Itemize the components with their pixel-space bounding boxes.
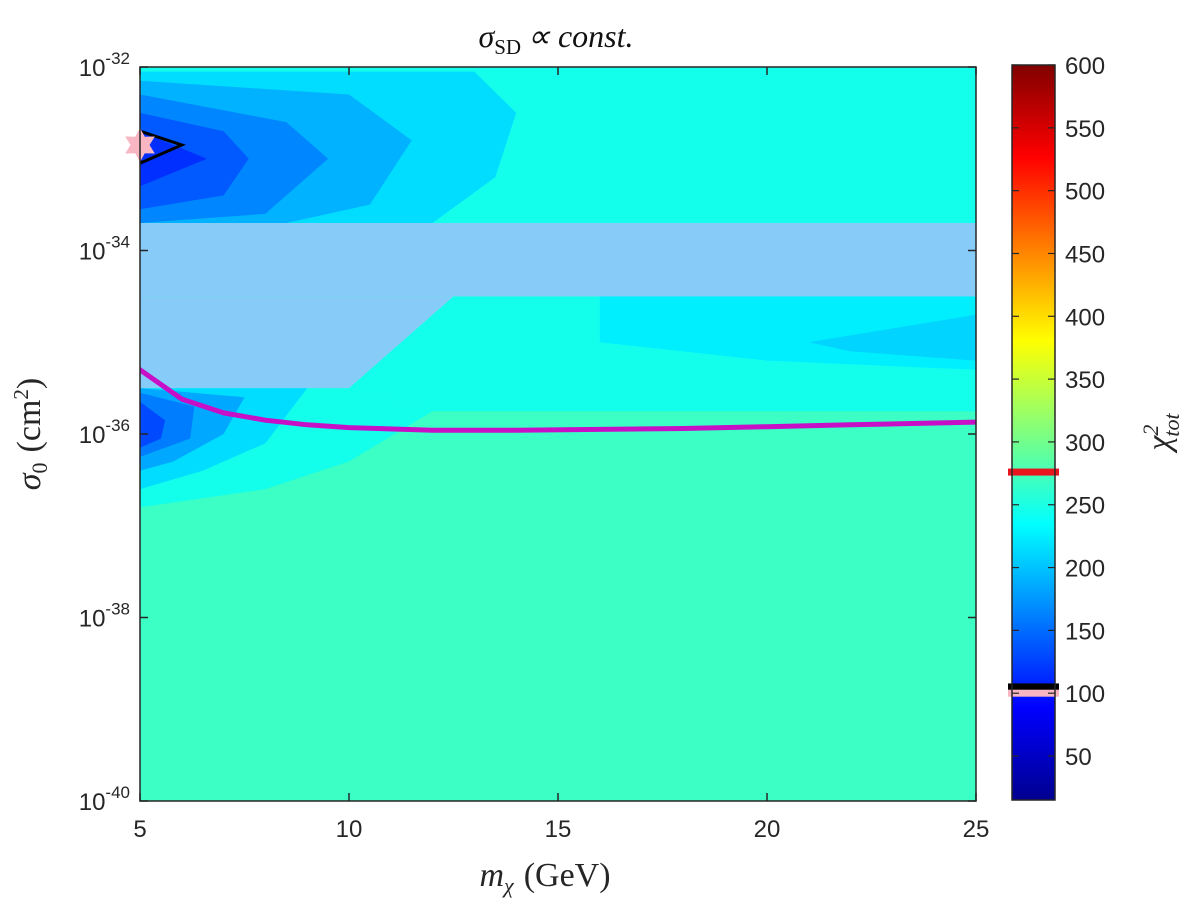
- colorbar-marker-2: [1008, 689, 1059, 697]
- x-tick-label: 25: [963, 816, 990, 843]
- colorbar-label: χ2tot: [1138, 413, 1184, 454]
- colorbar-tick-label: 50: [1065, 744, 1092, 771]
- excluded-band-0: [140, 223, 976, 297]
- colorbar-frame: [1011, 64, 1056, 801]
- colorbar-marker-1: [1008, 683, 1059, 691]
- y-tick-label: 10-32: [79, 49, 130, 82]
- colorbar-tick-label: 400: [1065, 304, 1105, 331]
- colorbar-marker-0: [1008, 468, 1059, 476]
- excluded-band-1: [140, 296, 454, 389]
- colorbar: [1012, 65, 1055, 800]
- colorbar-tick-label: 500: [1065, 179, 1105, 206]
- colorbar-tick-label: 600: [1065, 53, 1105, 80]
- x-tick-label: 5: [133, 816, 146, 843]
- contour-region-13: [140, 401, 166, 448]
- plot-area: [140, 67, 976, 801]
- x-tick-label: 10: [336, 816, 363, 843]
- colorbar-tick-label: 200: [1065, 556, 1105, 583]
- exclusion-limit-curve: [140, 367, 976, 433]
- x-tick-label: 15: [545, 816, 572, 843]
- contour-region-8: [808, 314, 976, 361]
- colorbar-markers: [1008, 468, 1059, 697]
- y-tick-label: 10-38: [79, 600, 130, 633]
- colorbar-ticks: 50 100 150 200 250 300 350 400 450 500 550 600: [1012, 53, 1105, 771]
- contour-region-5: [140, 131, 207, 187]
- colorbar-tick-label: 150: [1065, 618, 1105, 645]
- curves: [140, 129, 976, 433]
- x-tick-label: 20: [754, 816, 781, 843]
- colorbar-tick-label: 550: [1065, 116, 1105, 143]
- y-axis-ticks: 10-40 10-38 10-36 10-34 10-32: [79, 49, 976, 816]
- x-axis-ticks: 5 10 15 20 25: [133, 67, 989, 843]
- contour-regions: [140, 67, 976, 508]
- colorbar-tick-label: 450: [1065, 241, 1105, 268]
- chart-title: σSD ∝ const.: [478, 18, 633, 59]
- colorbar-tick-label: 300: [1065, 430, 1105, 457]
- best-fit-contour: [140, 129, 186, 165]
- y-axis-label: σ0(cm2): [9, 378, 52, 490]
- y-tick-label: 10-34: [79, 233, 130, 266]
- y-tick-label: 10-36: [79, 416, 130, 449]
- x-axis-label: mχ (GeV): [479, 857, 610, 898]
- y-tick-label: 10-40: [79, 783, 130, 816]
- excluded-bands: [140, 223, 976, 389]
- colorbar-tick-label: 350: [1065, 367, 1105, 394]
- colorbar-tick-label: 100: [1065, 681, 1105, 708]
- colorbar-tick-label: 250: [1065, 493, 1105, 520]
